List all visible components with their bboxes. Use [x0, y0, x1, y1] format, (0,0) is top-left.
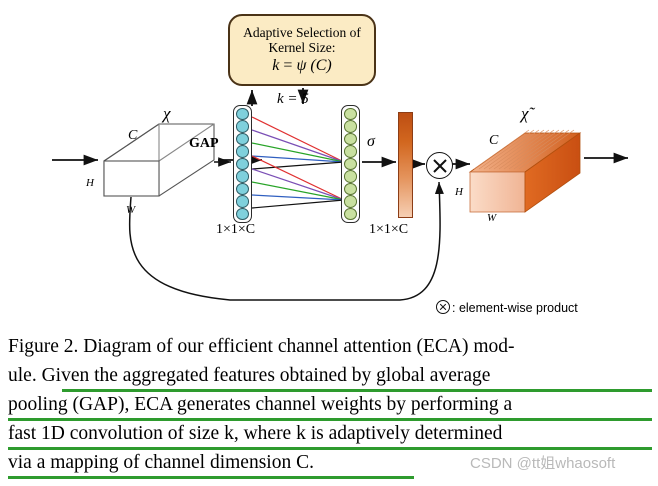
- output-w-label: W: [487, 212, 497, 224]
- input-w-label: W: [126, 204, 136, 216]
- conv-vector-node: [344, 157, 357, 171]
- conv-vector-node: [344, 207, 357, 220]
- formula-psi-c: ψ (C): [296, 57, 332, 75]
- highlight-underline-3: [8, 447, 652, 450]
- gap-vector-node: [236, 145, 249, 158]
- gap-label: GAP: [189, 136, 219, 151]
- output-feature-cube: [468, 129, 582, 213]
- watermark: CSDN @tt姐whaosoft: [470, 455, 616, 472]
- gap-vector-column: [233, 105, 252, 223]
- conv-vector-node: [344, 145, 357, 158]
- figure-diagram: Adaptive Selection of Kernel Size: k = ψ…: [0, 0, 658, 330]
- highlight-underline-4: [8, 476, 414, 479]
- input-feature-cube: [103, 123, 215, 197]
- highlight-underline-2: [8, 418, 652, 421]
- conv-vector-node: [344, 108, 357, 121]
- sigma-label: σ: [367, 133, 375, 150]
- caption-line-4: fast 1D convolution of size k, where k i…: [8, 423, 503, 444]
- output-h-label: H: [455, 186, 463, 198]
- vector-shape-right: 1×1×C: [369, 222, 409, 237]
- gap-vector-node: [236, 132, 249, 146]
- output-c-label: C: [489, 133, 499, 148]
- diagram-vectors: [52, 88, 628, 301]
- gap-vector-node: [236, 170, 249, 183]
- kernel-size-label: k = 5: [277, 91, 309, 107]
- conv-vector-column: [341, 105, 360, 223]
- caption-line-3: pooling (GAP), ECA generates channel wei…: [8, 394, 513, 415]
- gap-vector-node: [236, 207, 249, 220]
- adaptive-box-formula: k = ψ (C): [272, 57, 331, 75]
- formula-eq: =: [279, 57, 297, 75]
- adaptive-box-line2: Kernel Size:: [268, 40, 336, 56]
- conv-vector-node: [344, 195, 357, 208]
- gap-vector-node: [236, 182, 249, 196]
- figure-caption: Figure 2. Diagram of our efficient chann…: [0, 332, 658, 486]
- conv-vector-node: [344, 182, 357, 196]
- channel-weight-bar: [398, 112, 413, 218]
- caption-line-2: ule. Given the aggregated features obtai…: [8, 365, 491, 386]
- skip-connection: [128, 181, 444, 301]
- conv-vector-node: [344, 120, 357, 133]
- legend: : element-wise product: [436, 300, 578, 315]
- input-h-label: H: [86, 177, 94, 189]
- legend-text: : element-wise product: [452, 301, 578, 315]
- conv-vector-node: [344, 132, 357, 146]
- vector-shape-left: 1×1×C: [216, 222, 256, 237]
- gap-vector-node: [236, 157, 249, 171]
- adaptive-kernel-box: Adaptive Selection of Kernel Size: k = ψ…: [228, 14, 376, 86]
- output-tensor-label: χ̃: [521, 104, 529, 123]
- gap-vector-node: [236, 195, 249, 208]
- otimes-icon: [436, 300, 450, 314]
- highlight-underline-1: [62, 389, 652, 392]
- caption-line-5: via a mapping of channel dimension C.: [8, 452, 314, 473]
- gap-vector-node: [236, 108, 249, 121]
- input-tensor-label: χ: [163, 104, 171, 123]
- formula-k: k: [272, 57, 280, 75]
- gap-vector-node: [236, 120, 249, 133]
- adaptive-box-line1: Adaptive Selection of: [243, 24, 361, 40]
- caption-line-1: Figure 2. Diagram of our efficient chann…: [8, 336, 515, 357]
- elementwise-product-node: [426, 152, 453, 179]
- input-c-label: C: [128, 128, 138, 143]
- conv-vector-node: [344, 170, 357, 183]
